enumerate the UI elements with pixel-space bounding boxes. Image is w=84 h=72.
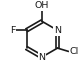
Text: N: N (38, 53, 46, 62)
Text: F: F (10, 26, 15, 35)
Text: N: N (54, 26, 61, 35)
Text: OH: OH (35, 1, 49, 10)
Text: Cl: Cl (69, 47, 78, 56)
